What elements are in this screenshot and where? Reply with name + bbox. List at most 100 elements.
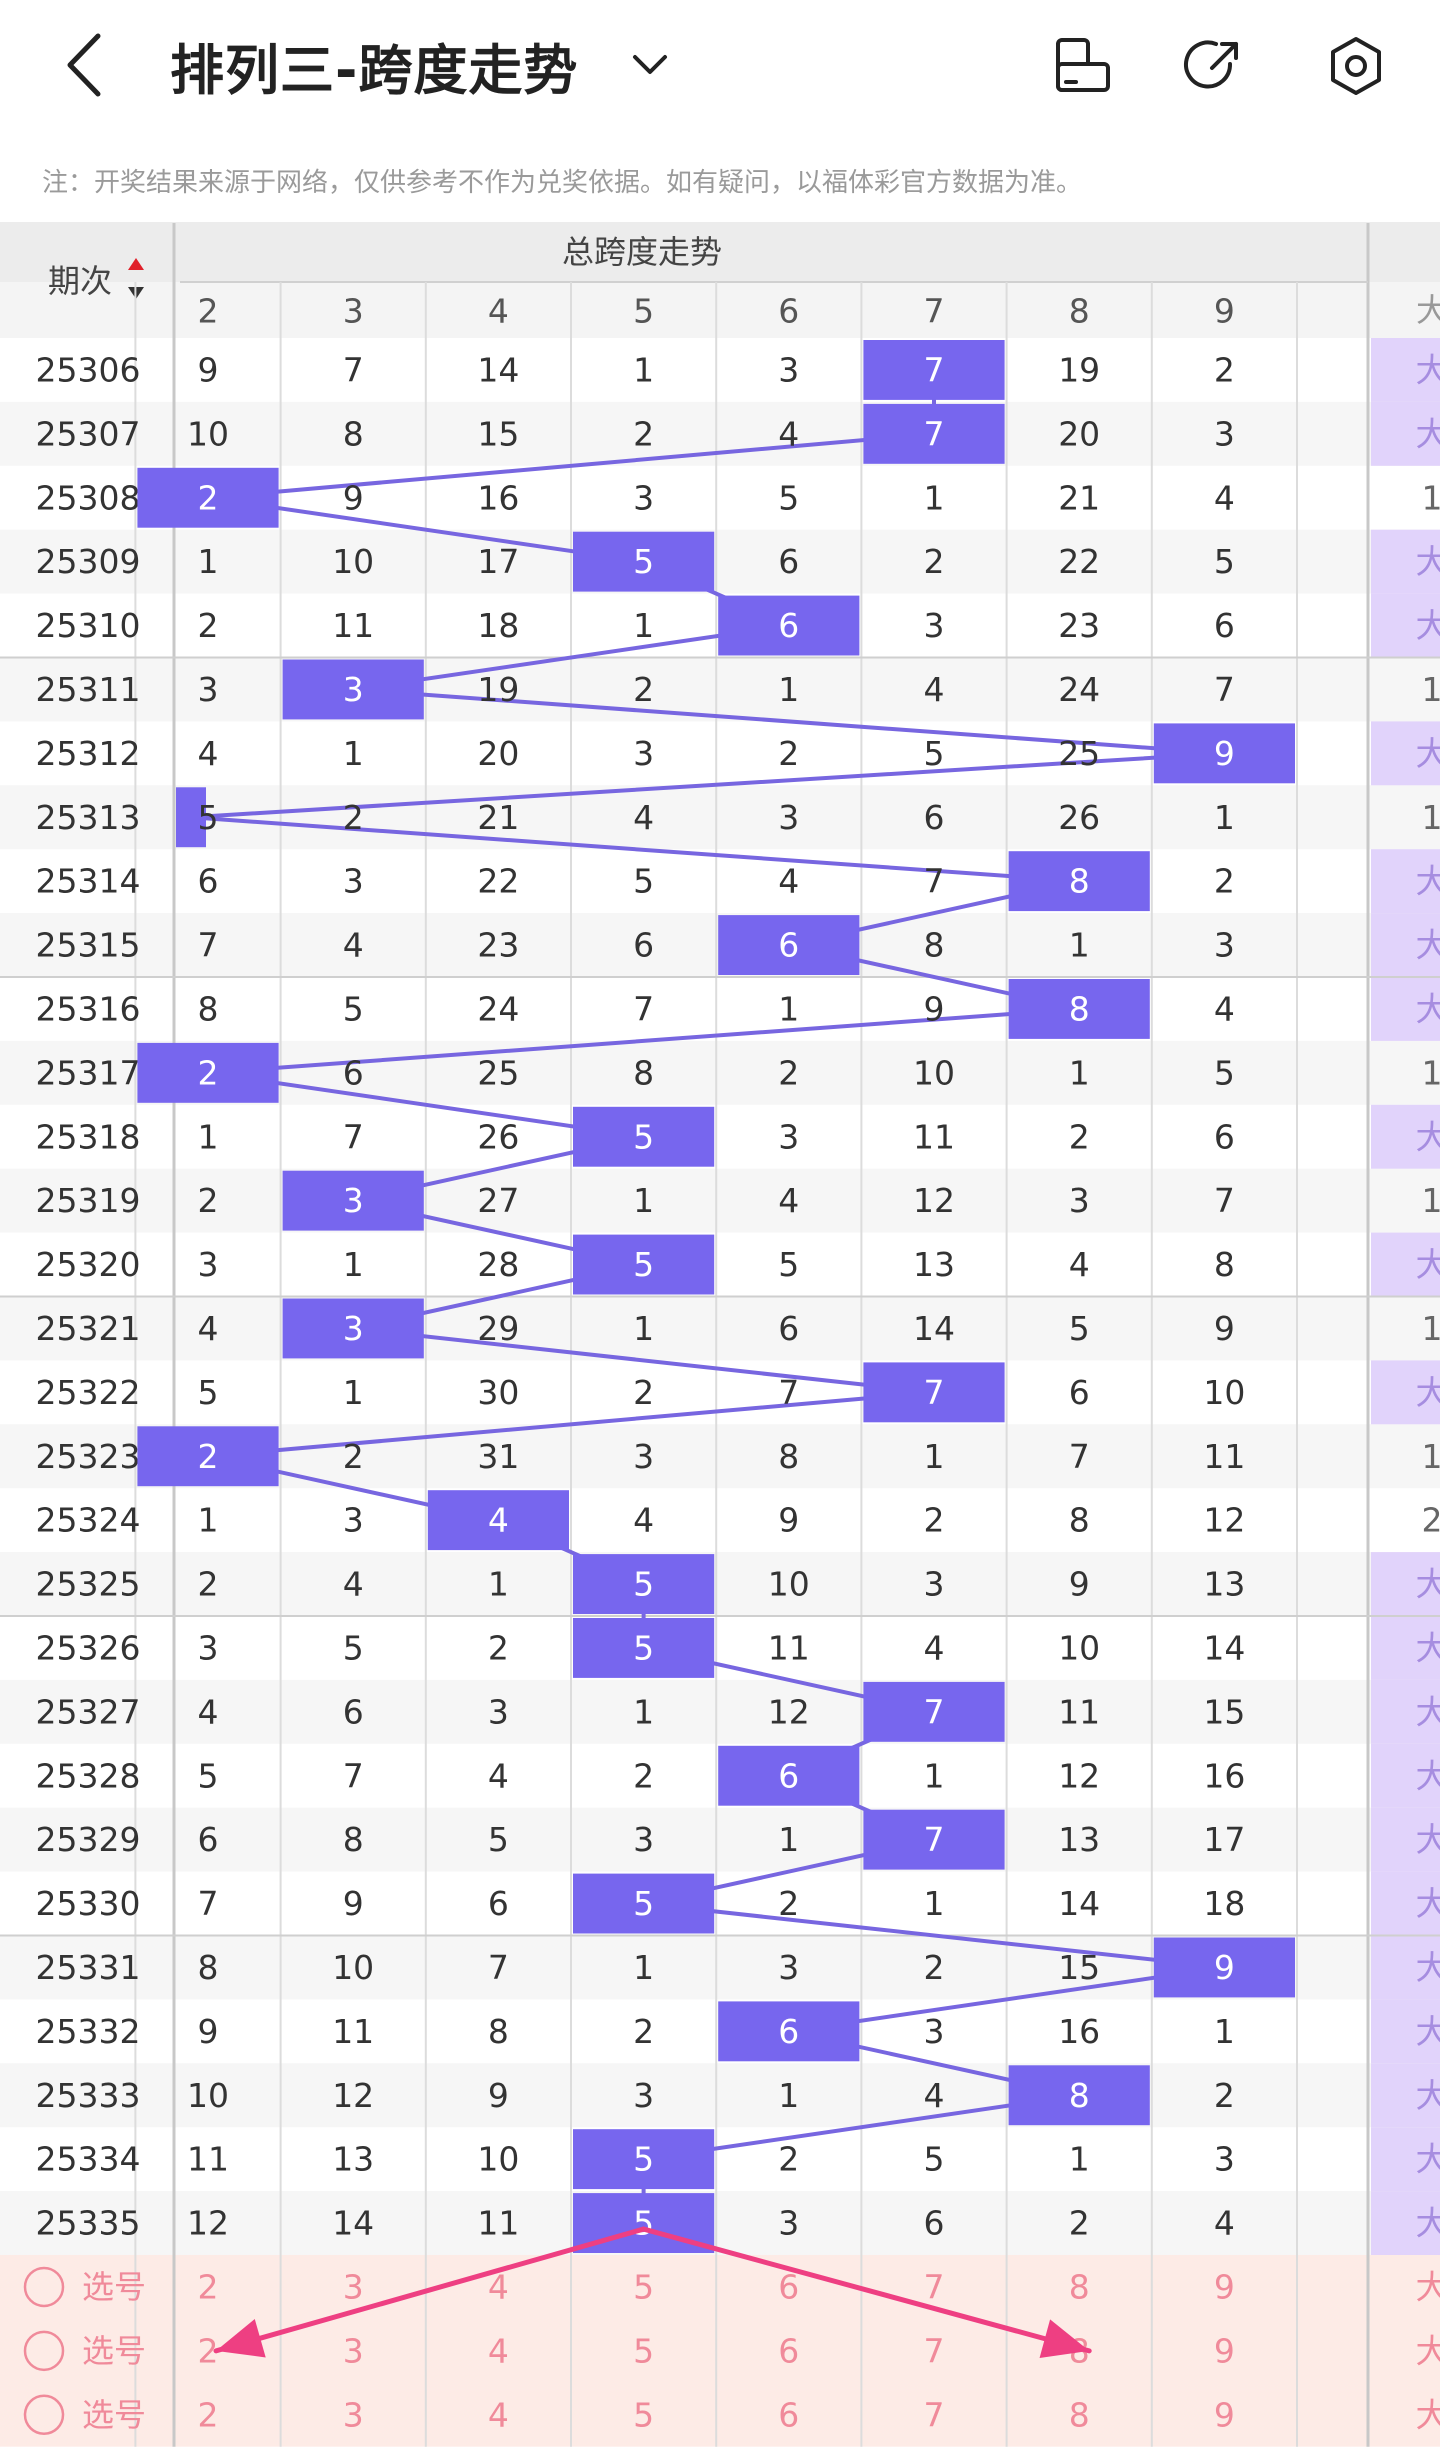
- miss-value: 7: [198, 1884, 219, 1923]
- select-number[interactable]: 3: [343, 2331, 364, 2370]
- select-number[interactable]: 4: [488, 2267, 509, 2306]
- phone-rotate-icon[interactable]: [1050, 34, 1114, 98]
- miss-value: 6: [488, 1884, 509, 1923]
- miss-value: 9: [1214, 1309, 1235, 1348]
- miss-value: 10: [768, 1565, 810, 1604]
- miss-value: 2: [633, 670, 654, 709]
- select-number[interactable]: 9: [1214, 2267, 1235, 2306]
- share-icon[interactable]: [1182, 34, 1246, 98]
- select-number[interactable]: 8: [1069, 2267, 1090, 2306]
- miss-value: 4: [1214, 2204, 1235, 2243]
- select-number[interactable]: 6: [778, 2395, 799, 2434]
- sort-up-icon[interactable]: [128, 258, 144, 270]
- miss-value: 6: [198, 1820, 219, 1859]
- select-radio[interactable]: [23, 2266, 65, 2308]
- select-number[interactable]: 2: [198, 2267, 219, 2306]
- hit-value: 5: [633, 2140, 654, 2179]
- miss-value: 8: [198, 1948, 219, 1987]
- miss-value: 6: [343, 1692, 364, 1731]
- select-number[interactable]: 5: [633, 2395, 654, 2434]
- hit-value: 8: [1069, 2076, 1090, 2115]
- select-number[interactable]: 6: [778, 2267, 799, 2306]
- miss-value: 7: [198, 926, 219, 965]
- side-cell-big: [1371, 2063, 1440, 2128]
- period-cell: 25327: [36, 1692, 141, 1731]
- miss-value: 6: [924, 2204, 945, 2243]
- select-number[interactable]: 3: [343, 2267, 364, 2306]
- miss-value: 8: [343, 414, 364, 453]
- miss-value: 12: [332, 2076, 374, 2115]
- miss-value: 10: [1058, 1628, 1100, 1667]
- select-side: 大: [1416, 2267, 1440, 2306]
- column-header-band: [0, 282, 1440, 338]
- miss-value: 1: [343, 1245, 364, 1284]
- miss-value: 17: [1203, 1820, 1245, 1859]
- miss-value: 6: [633, 926, 654, 965]
- settings-icon[interactable]: [1324, 34, 1388, 98]
- select-number[interactable]: 7: [924, 2267, 945, 2306]
- hit-value: 8: [1069, 989, 1090, 1028]
- select-number[interactable]: 2: [198, 2331, 219, 2370]
- select-label[interactable]: 选号: [82, 2332, 146, 2370]
- miss-value: 1: [198, 1501, 219, 1540]
- select-number[interactable]: 9: [1214, 2331, 1235, 2370]
- miss-value: 9: [924, 989, 945, 1028]
- miss-value: 5: [1069, 1309, 1090, 1348]
- miss-value: 20: [477, 734, 519, 773]
- miss-value: 1: [778, 989, 799, 1028]
- hit-value: 5: [633, 2204, 654, 2243]
- miss-value: 5: [343, 1628, 364, 1667]
- select-number[interactable]: 8: [1069, 2395, 1090, 2434]
- hit-cell: [573, 1106, 715, 1167]
- miss-value: 15: [1058, 1948, 1100, 1987]
- miss-value: 11: [913, 1117, 955, 1156]
- miss-value: 21: [477, 798, 519, 837]
- select-number[interactable]: 3: [343, 2395, 364, 2434]
- select-number[interactable]: 7: [924, 2395, 945, 2434]
- miss-value: 10: [477, 2140, 519, 2179]
- miss-value: 1: [343, 734, 364, 773]
- hit-value: 6: [778, 926, 799, 965]
- back-arrow-icon[interactable]: [58, 30, 118, 100]
- select-number[interactable]: 6: [778, 2331, 799, 2370]
- period-cell: 25335: [36, 2204, 141, 2243]
- miss-value: 8: [778, 1437, 799, 1476]
- column-header: 3: [343, 292, 364, 331]
- miss-value: 4: [488, 1756, 509, 1795]
- miss-value: 2: [198, 606, 219, 645]
- select-side: 大: [1416, 2395, 1440, 2434]
- miss-value: 2: [633, 1756, 654, 1795]
- side-cell-big: [1371, 1999, 1440, 2064]
- row-stripe: [0, 1807, 1440, 1872]
- miss-value: 1: [1069, 926, 1090, 965]
- select-number[interactable]: 2: [198, 2395, 219, 2434]
- select-number[interactable]: 7: [924, 2331, 945, 2370]
- miss-value: 12: [768, 1692, 810, 1731]
- select-number[interactable]: 4: [488, 2331, 509, 2370]
- select-radio[interactable]: [23, 2394, 65, 2435]
- miss-value: 1: [633, 1948, 654, 1987]
- miss-value: 3: [1069, 1181, 1090, 1220]
- select-number[interactable]: 5: [633, 2331, 654, 2370]
- miss-value: 12: [1058, 1756, 1100, 1795]
- select-label[interactable]: 选号: [82, 2396, 146, 2434]
- chevron-down-icon[interactable]: [625, 40, 675, 90]
- side-cell-big: [1371, 1807, 1440, 1872]
- row-stripe: [0, 1552, 1440, 1616]
- side-cell: 1: [1422, 1053, 1440, 1092]
- side-cell-big: [1371, 338, 1440, 402]
- hit-cell: [427, 1490, 569, 1551]
- miss-value: 1: [778, 670, 799, 709]
- miss-value: 5: [488, 1820, 509, 1859]
- select-number[interactable]: 9: [1214, 2395, 1235, 2434]
- miss-value: 7: [343, 350, 364, 389]
- select-label[interactable]: 选号: [82, 2268, 146, 2306]
- select-radio[interactable]: [23, 2330, 65, 2372]
- period-cell: 25320: [36, 1245, 141, 1284]
- miss-value: 4: [198, 1309, 219, 1348]
- side-cell: 大: [1416, 1948, 1440, 1987]
- miss-value: 13: [913, 1245, 955, 1284]
- select-number[interactable]: 5: [633, 2267, 654, 2306]
- select-number[interactable]: 4: [488, 2395, 509, 2434]
